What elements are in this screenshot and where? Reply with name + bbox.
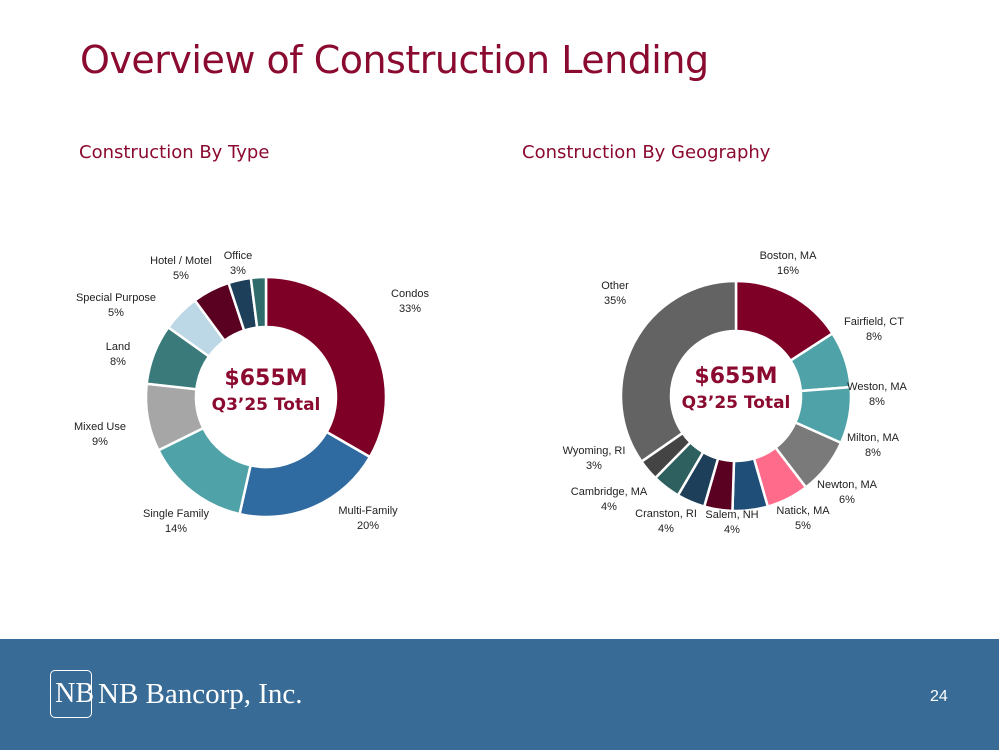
- percent-label: 16%: [776, 265, 800, 277]
- type-center-total: $655M Q3’25 Total: [212, 365, 321, 417]
- percent-label: 5%: [108, 307, 124, 319]
- category-label: Special Purpose: [75, 292, 157, 304]
- data-label: Milton, MA 8%: [847, 431, 899, 461]
- percent-label: 6%: [839, 494, 855, 506]
- logo-mark-text: NB: [55, 678, 94, 709]
- company-name: NB Bancorp, Inc.: [98, 677, 303, 710]
- company-logo: NB NB Bancorp, Inc.: [50, 670, 303, 718]
- center-value: $655M: [224, 366, 308, 391]
- data-label: Boston, MA 16%: [760, 249, 817, 279]
- category-label: Hotel / Motel: [150, 255, 212, 267]
- percent-label: 4%: [601, 501, 617, 513]
- center-value: $655M: [694, 364, 778, 389]
- donut-slice-unlabeled: [249, 275, 268, 329]
- data-label: Weston, MA 8%: [847, 380, 907, 410]
- footer-bar: [0, 639, 999, 750]
- percent-label: 4%: [724, 524, 740, 536]
- data-label: Salem, NH 4%: [705, 508, 758, 538]
- category-label: Cambridge, MA: [570, 486, 648, 498]
- data-label: Wyoming, RI 3%: [563, 444, 626, 474]
- page-title: Overview of Construction Lending: [80, 38, 709, 82]
- category-label: Newton, MA: [817, 479, 877, 491]
- category-label: Salem, NH: [705, 509, 759, 521]
- percent-label: 8%: [865, 447, 881, 459]
- percent-label: 4%: [658, 523, 674, 535]
- donut-charts: [144, 275, 853, 519]
- percent-label: 5%: [795, 520, 811, 532]
- category-label: Natick, MA: [776, 505, 830, 517]
- category-label: Weston, MA: [847, 381, 907, 393]
- geo-center-total: $655M Q3’25 Total: [682, 363, 791, 415]
- chart-title-type: Construction By Type: [79, 142, 270, 163]
- data-label: Land 8%: [106, 340, 130, 370]
- data-label: Condos 33%: [391, 287, 429, 317]
- category-label: Office: [223, 250, 253, 262]
- data-label: Other 35%: [601, 279, 629, 309]
- percent-label: 3%: [586, 460, 602, 472]
- category-label: Cranston, RI: [635, 508, 697, 520]
- data-label: Mixed Use 9%: [74, 420, 126, 450]
- page-number: 24: [930, 688, 948, 705]
- donut-slice-condos: [264, 275, 388, 459]
- data-label: Office 3%: [224, 249, 253, 279]
- data-label: Hotel / Motel 5%: [150, 254, 212, 284]
- data-label: Fairfield, CT 8%: [844, 315, 904, 345]
- category-label: Condos: [391, 288, 429, 300]
- logo-mark: NB: [50, 670, 94, 718]
- percent-label: 33%: [398, 303, 422, 315]
- category-label: Other: [601, 280, 629, 292]
- percent-label: 8%: [110, 356, 126, 368]
- data-label: Multi-Family 20%: [338, 504, 397, 534]
- percent-label: 14%: [164, 523, 188, 535]
- category-label: Wyoming, RI: [562, 445, 626, 457]
- percent-label: 9%: [92, 436, 108, 448]
- category-label: Multi-Family: [338, 505, 398, 517]
- center-label: Q3’25 Total: [681, 393, 791, 413]
- percent-label: 20%: [356, 520, 380, 532]
- percent-label: 3%: [230, 265, 246, 277]
- data-label: Single Family 14%: [143, 507, 209, 537]
- category-label: Land: [105, 341, 131, 353]
- percent-label: 35%: [603, 295, 627, 307]
- donut-slice-other: [619, 279, 738, 464]
- data-label: Special Purpose 5%: [76, 291, 156, 321]
- category-label: Boston, MA: [759, 250, 817, 262]
- data-label: Cambridge, MA 4%: [571, 485, 647, 515]
- category-label: Fairfield, CT: [844, 316, 904, 328]
- category-label: Mixed Use: [74, 421, 126, 433]
- data-label: Cranston, RI 4%: [635, 507, 697, 537]
- percent-label: 5%: [173, 270, 189, 282]
- category-label: Milton, MA: [847, 432, 899, 444]
- chart-title-geography: Construction By Geography: [522, 142, 771, 163]
- category-label: Single Family: [142, 508, 210, 520]
- percent-label: 8%: [866, 331, 882, 343]
- center-label: Q3’25 Total: [211, 395, 321, 415]
- data-label: Natick, MA 5%: [776, 504, 829, 534]
- data-label: Newton, MA 6%: [817, 478, 877, 508]
- percent-label: 8%: [869, 396, 885, 408]
